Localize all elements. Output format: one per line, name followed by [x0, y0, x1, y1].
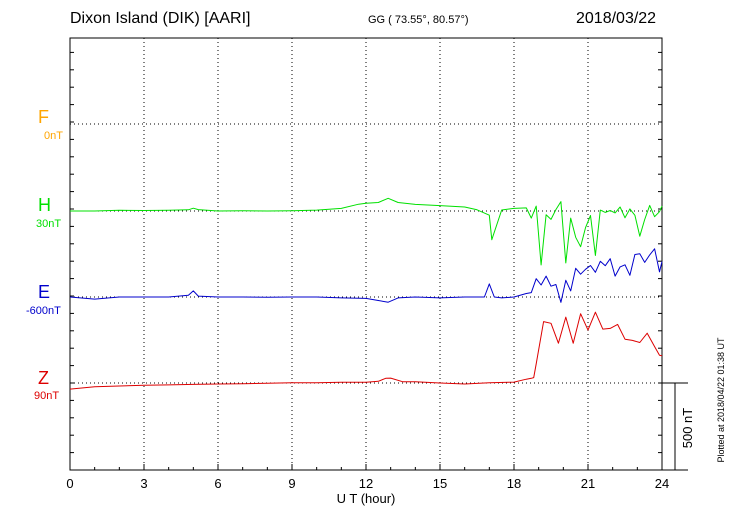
- series-line-h: [70, 197, 663, 266]
- series-line-e: [69, 248, 663, 303]
- x-tick-label: 6: [214, 476, 221, 491]
- x-tick-label: 24: [655, 476, 669, 491]
- series-h-baseline: 30nT: [36, 218, 62, 230]
- series-e-label: E: [38, 282, 51, 302]
- station-coordinates: GG ( 73.55°, 80.57°): [368, 14, 469, 26]
- station-title: Dixon Island (DIK) [AARI]: [70, 10, 251, 27]
- x-tick-label: 9: [288, 476, 295, 491]
- grid-lines: [70, 38, 662, 470]
- x-tick-label: 18: [507, 476, 521, 491]
- scale-bar-label: 500 nT: [680, 408, 695, 449]
- scale-bar: 500 nT: [662, 382, 695, 471]
- x-tick-label: 3: [140, 476, 147, 491]
- x-tick-label: 21: [581, 476, 595, 491]
- series-z-baseline: 90nT: [34, 390, 60, 402]
- series-f-baseline: 0nT: [44, 130, 63, 142]
- series-line-z: [69, 311, 663, 390]
- series-z-label: Z: [38, 368, 49, 388]
- plotted-timestamp: Plotted at 2018/04/22 01:38 UT: [716, 337, 726, 463]
- x-tick-label: 15: [433, 476, 447, 491]
- plot-date: 2018/03/22: [576, 10, 657, 27]
- x-tick-label: 12: [359, 476, 373, 491]
- axis-ticks: 0 3 6 9 12 15 18 21 24: [66, 51, 669, 491]
- series-lines: [69, 197, 663, 390]
- x-axis-label: U T (hour): [337, 491, 396, 506]
- series-f-label: F: [38, 107, 49, 127]
- x-tick-label: 0: [66, 476, 73, 491]
- series-e-baseline: -600nT: [26, 305, 61, 317]
- series-h-label: H: [38, 195, 51, 215]
